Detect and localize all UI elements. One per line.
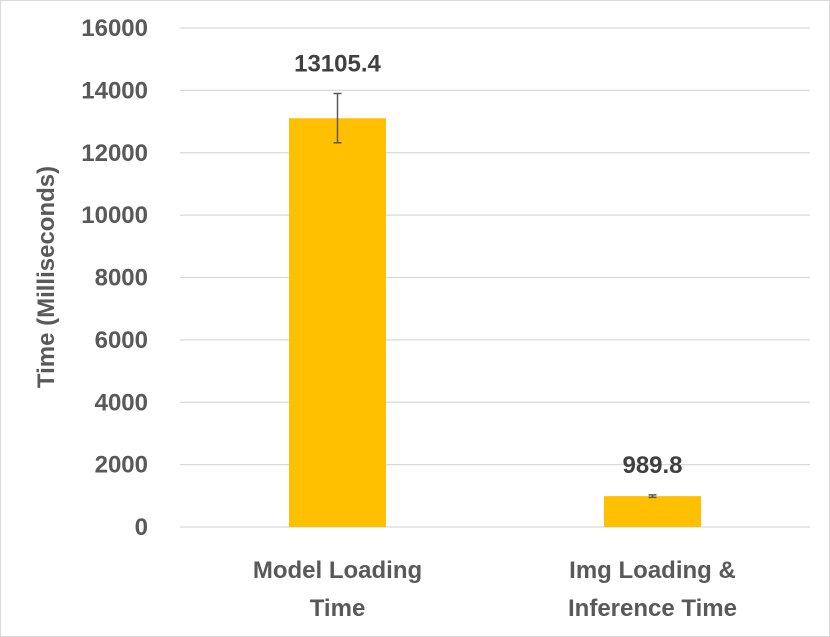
y-tick-label-4000: 4000	[95, 389, 148, 416]
category-label-1-line-1: Model Loading	[253, 557, 422, 584]
y-tick-label-0: 0	[135, 514, 148, 541]
y-tick-label-12000: 12000	[81, 140, 148, 167]
category-label-1-line-2: Time	[310, 595, 366, 622]
y-tick-label-16000: 16000	[81, 15, 148, 42]
error-bars	[333, 92, 657, 499]
error-bar-2	[648, 494, 657, 499]
bar-1	[289, 118, 386, 528]
category-label-2-line-2: Inference Time	[568, 595, 737, 622]
y-tick-label-8000: 8000	[95, 265, 148, 292]
y-tick-label-2000: 2000	[95, 452, 148, 479]
category-label-2-line-1: Img Loading &	[569, 557, 736, 584]
y-tick-label-14000: 14000	[81, 77, 148, 104]
bar-2	[604, 496, 701, 527]
data-label-2: 989.8	[622, 452, 682, 479]
y-axis-label: Time (Milliseconds)	[33, 166, 60, 388]
data-labels: 13105.4 989.8	[294, 50, 682, 478]
y-tick-labels: 0 2000 4000 6000 8000 10000 12000 14000 16000	[81, 15, 148, 541]
y-tick-label-10000: 10000	[81, 202, 148, 229]
error-bar-1	[333, 92, 342, 144]
x-category-labels: Model Loading Time Img Loading & Inference …	[253, 557, 737, 622]
y-tick-label-6000: 6000	[95, 327, 148, 354]
data-label-1: 13105.4	[294, 50, 381, 77]
gridlines	[180, 27, 810, 528]
bars	[289, 118, 701, 528]
